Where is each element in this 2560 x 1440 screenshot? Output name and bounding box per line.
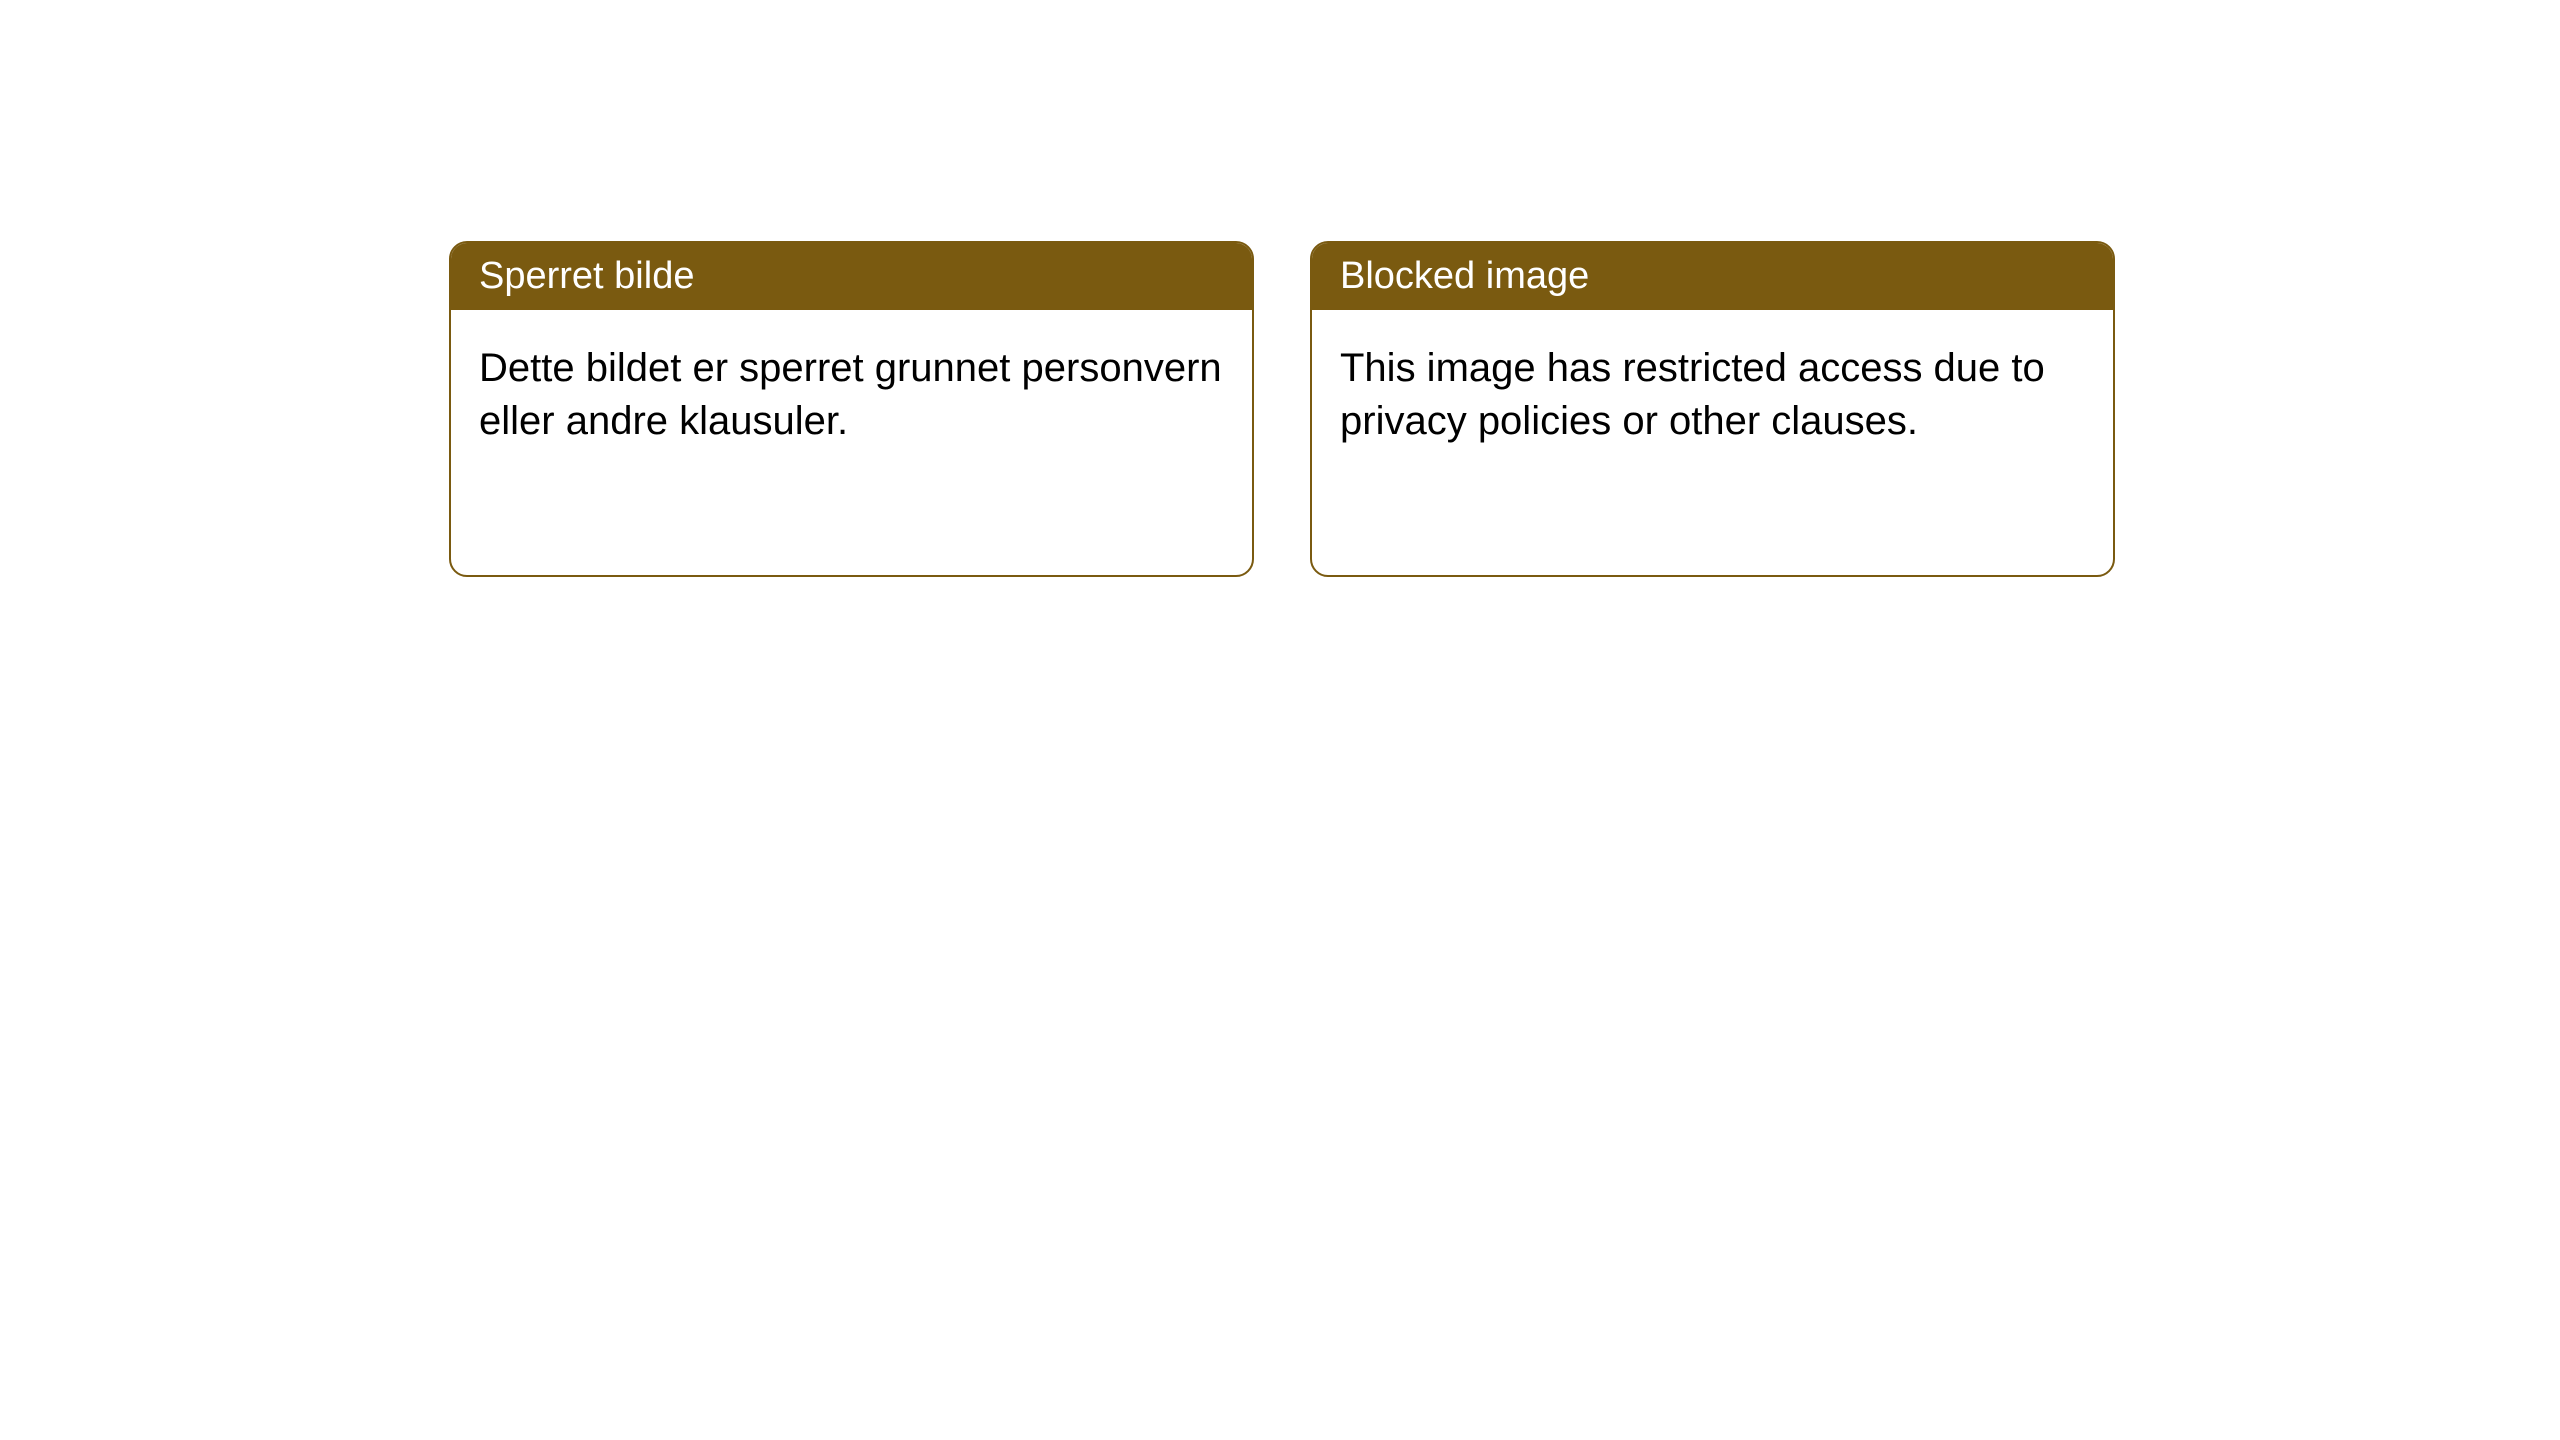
notice-box-english: Blocked image This image has restricted … (1310, 241, 2115, 577)
notice-body: This image has restricted access due to … (1312, 310, 2113, 480)
notice-box-norwegian: Sperret bilde Dette bildet er sperret gr… (449, 241, 1254, 577)
notice-body: Dette bildet er sperret grunnet personve… (451, 310, 1252, 480)
notice-title: Blocked image (1312, 243, 2113, 310)
notice-title: Sperret bilde (451, 243, 1252, 310)
notice-container: Sperret bilde Dette bildet er sperret gr… (0, 0, 2560, 577)
